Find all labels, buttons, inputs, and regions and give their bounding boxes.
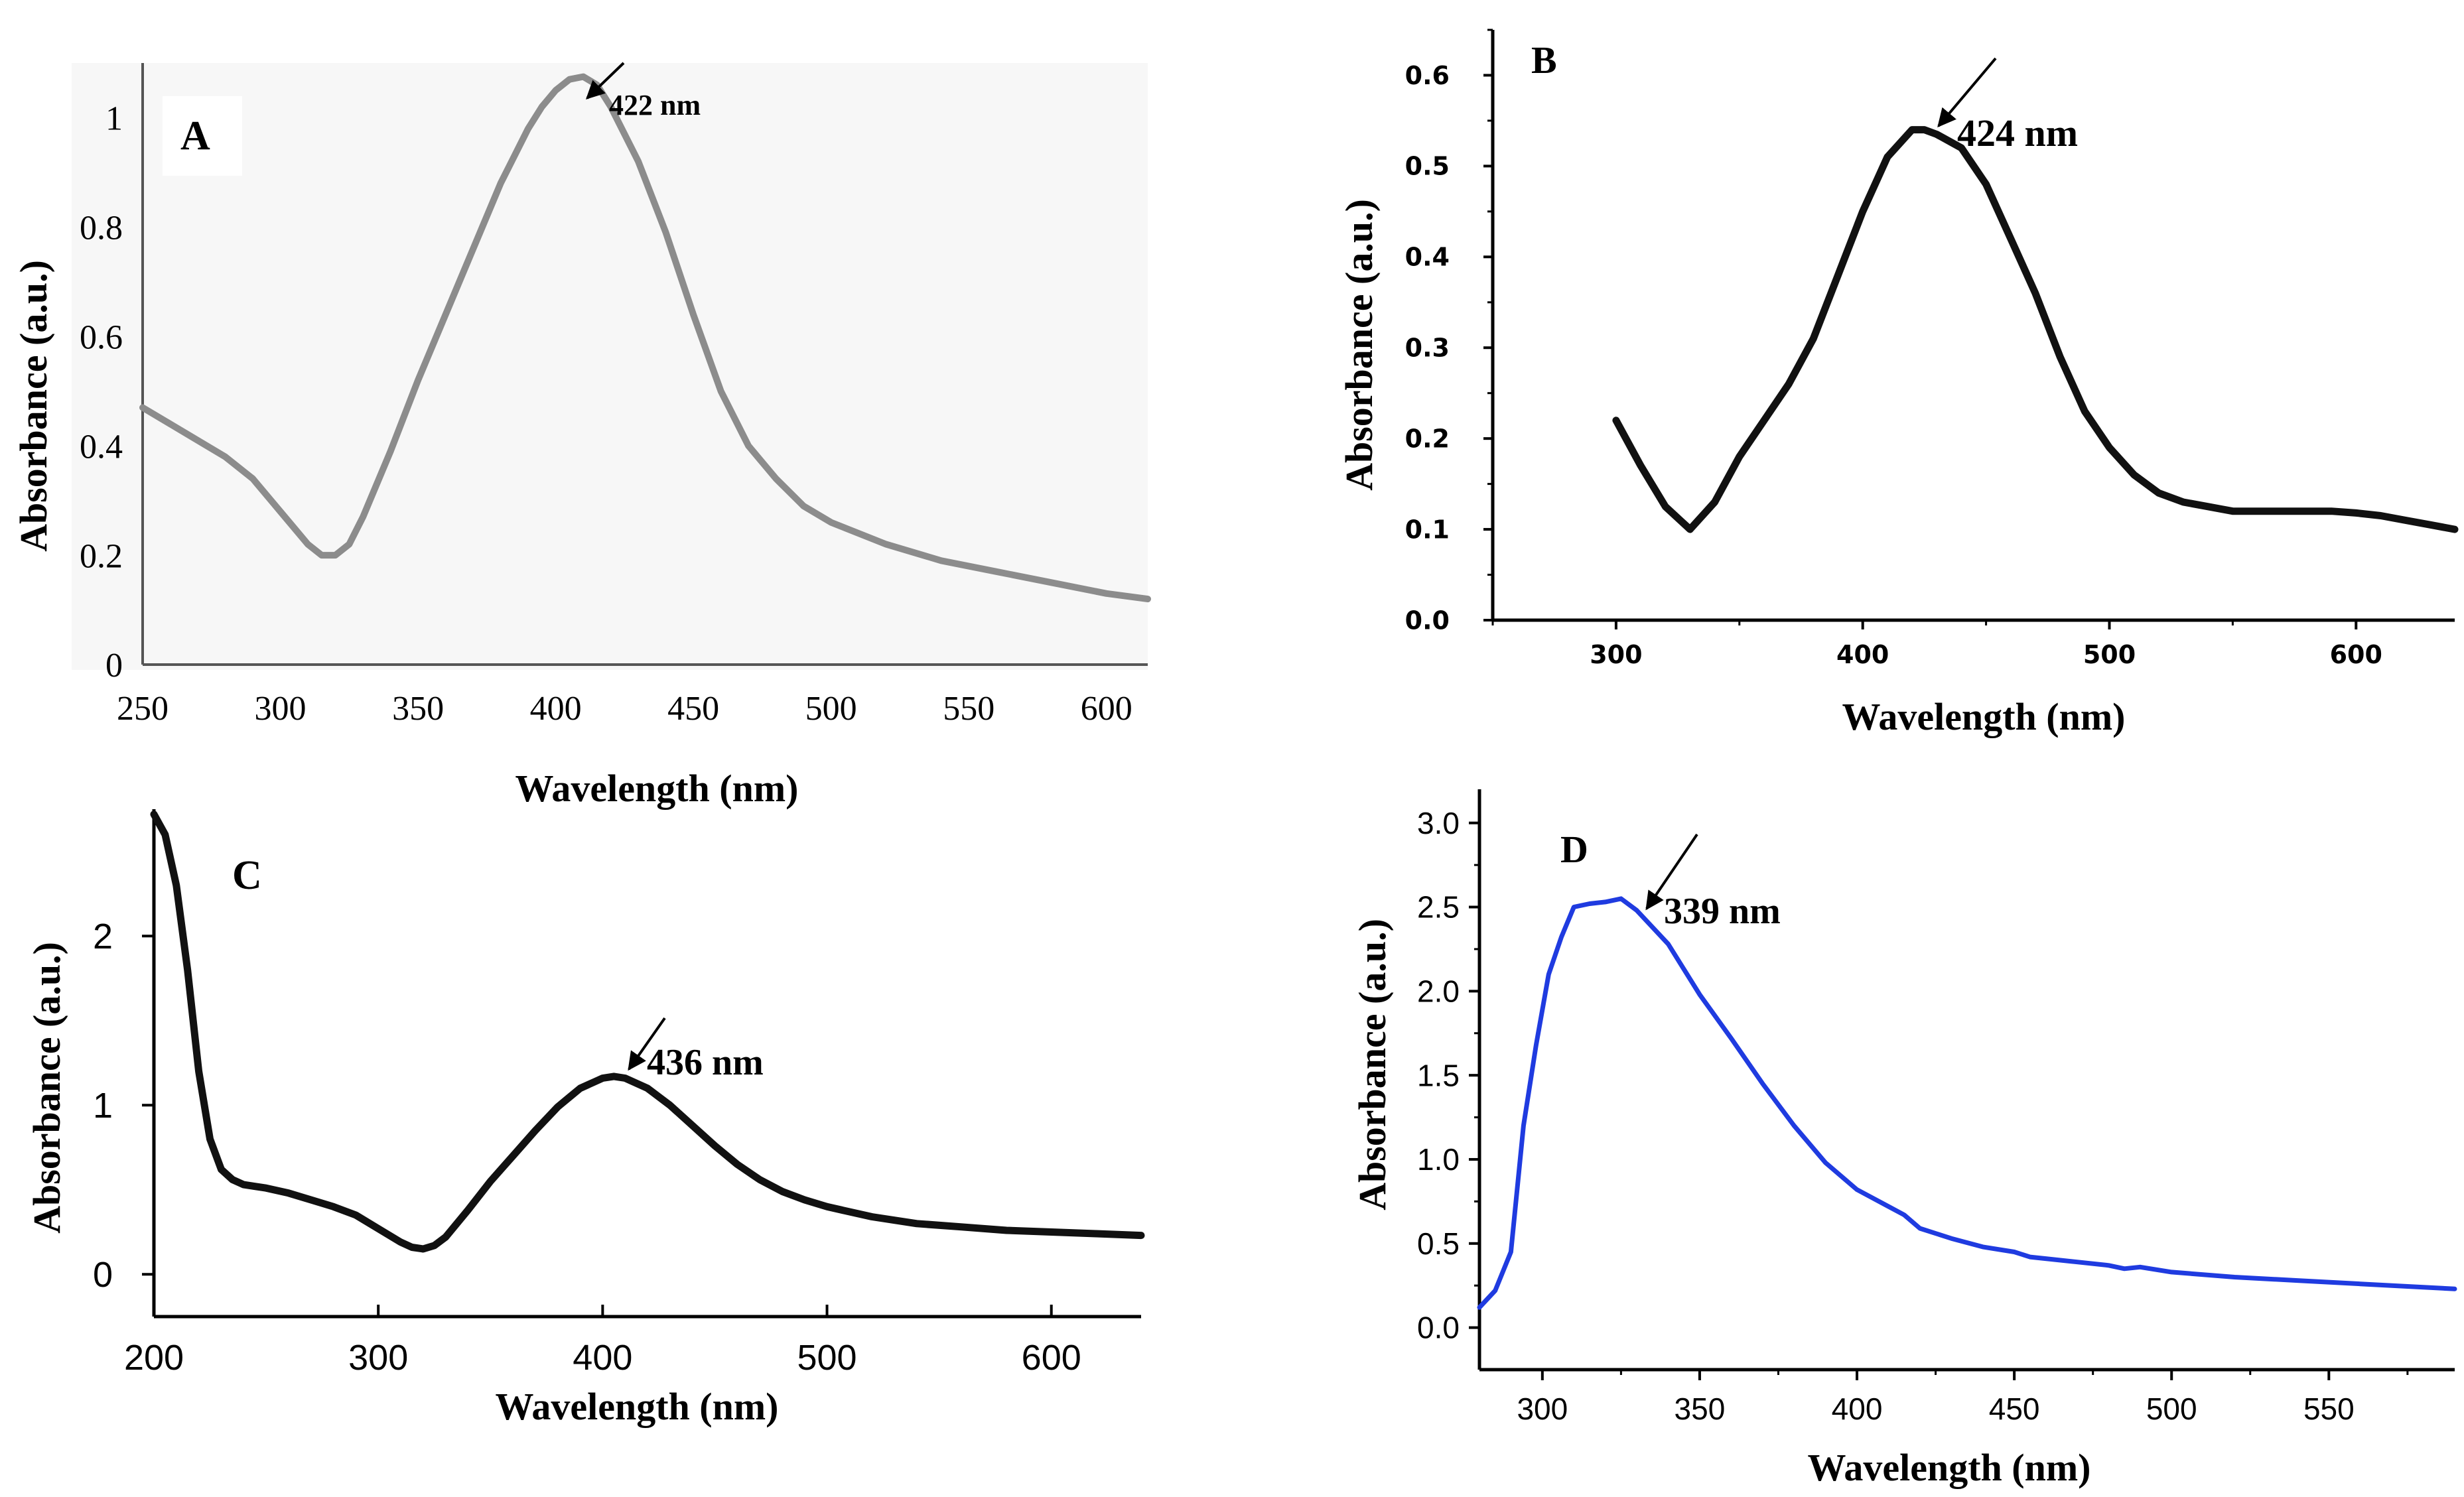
panel-a-x-tick-label: 550: [943, 690, 994, 728]
panel-d-x-tick-label: 300: [1517, 1392, 1568, 1426]
panel-a-xlabel: Wavelength (nm): [515, 767, 799, 810]
panel-b-spectrum-line: [1612, 126, 2459, 533]
panel-b-y-tick-label: 0.6: [1405, 61, 1450, 90]
panel-b-y-tick-label: 0.3: [1405, 334, 1450, 363]
panel-c-axes: 200 300 400 500 600 0 1 2: [93, 809, 1141, 1378]
panel-d-ylabel: Absorbance (a.u.): [1351, 919, 1394, 1210]
panel-a-x-tick-label: 250: [117, 690, 169, 728]
panel-a-y-tick-label: 0: [105, 647, 123, 684]
panel-a-peak-arrow: [585, 62, 625, 99]
panel-c-y-tick-label: 1: [93, 1086, 113, 1126]
panel-b-x-tick-label: 600: [2330, 640, 2382, 669]
panel-c: 200 300 400 500 600 0 1 2 C Wavelength (nm) Abs…: [25, 809, 1145, 1428]
panel-a-label: A: [180, 113, 210, 159]
panel-d-axes: 300 350 400 450 500 550 0.0 0.5 1.0 1.5 2.0 2.5 3.0: [1417, 789, 2455, 1426]
panel-a-y-tick-label: 0.2: [80, 537, 123, 575]
panel-c-peak-arrow: [628, 1017, 666, 1071]
panel-d-y-tick-label: 2.0: [1417, 974, 1460, 1008]
panel-c-label: C: [232, 853, 262, 898]
panel-d-xlabel: Wavelength (nm): [1808, 1446, 2091, 1489]
panel-d: 300 350 400 450 500 5500.00.51.01.52.02.53.0 …: [1351, 789, 2457, 1489]
panel-b-xlabel: Wavelength (nm): [1842, 695, 2126, 738]
panel-d-y-tick-label: 0.5: [1417, 1226, 1460, 1261]
panel-b-y-tick-label: 0.4: [1405, 243, 1450, 272]
panel-a-x-tick-label: 600: [1081, 690, 1132, 728]
panel-d-x-tick-label: 550: [2303, 1392, 2355, 1426]
panel-b-x-tick-label: 500: [2083, 640, 2136, 669]
panel-c-y-tick-label: 0: [93, 1255, 113, 1295]
panel-d-y-tick-label: 2.5: [1417, 890, 1460, 925]
panel-c-x-tick-label: 200: [124, 1338, 184, 1378]
panel-d-x-tick-label: 350: [1675, 1392, 1726, 1426]
panel-a-y-tick-label: 1: [105, 100, 123, 138]
panel-a-x-tick-label: 500: [805, 690, 857, 728]
panel-a-peak-label: 422 nm: [609, 89, 701, 121]
panel-a-y-tick-label: 0.8: [80, 210, 123, 247]
panel-d-y-tick-label: 0.0: [1417, 1311, 1460, 1345]
panel-c-y-tick-label: 2: [93, 917, 113, 956]
panel-d-peak-label: 339 nm: [1664, 891, 1781, 932]
panel-c-x-tick-label: 300: [348, 1338, 408, 1378]
panel-c-xlabel: Wavelength (nm): [496, 1385, 779, 1428]
panel-b-x-tick-label: 300: [1590, 640, 1642, 669]
panel-c-x-tick-label: 500: [797, 1338, 856, 1378]
panel-d-y-tick-label: 1.5: [1417, 1058, 1460, 1092]
panel-b-y-tick-label: 0.1: [1405, 515, 1450, 544]
panel-b-ylabel: Absorbance (a.u.): [1337, 199, 1381, 491]
panel-b-y-tick-label: 0.0: [1405, 606, 1450, 635]
panel-d-label: D: [1560, 828, 1588, 871]
panel-a-x-tick-label: 300: [255, 690, 307, 728]
panel-a-y-tick-label: 0.6: [80, 318, 123, 356]
panel-c-x-tick-label: 400: [573, 1338, 632, 1378]
panel-b-y-tick-label: 0.5: [1405, 152, 1450, 181]
panel-c-spectrum-line: [150, 811, 1145, 1253]
panel-c-peak-label: 436 nm: [647, 1042, 764, 1083]
panel-c-x-tick-label: 600: [1022, 1338, 1081, 1378]
panel-d-peak-arrow: [1645, 833, 1698, 911]
panel-b-label: B: [1531, 38, 1557, 82]
panel-a: 250 300 350 400 450 500 550 600 0 0.2 0.4 0.6 0.8 1 A…: [12, 62, 1151, 810]
panel-a-x-tick-label: 450: [667, 690, 719, 728]
panel-b-axes: 300 400 500 600 0.0 0.1 0.2 0.3 0.4 0.5 0.6: [1405, 29, 2455, 669]
panel-b-peak-arrow: [1937, 57, 1997, 128]
panel-a-x-tick-label: 350: [392, 690, 444, 728]
panel-d-spectrum-line: [1477, 896, 2457, 1310]
panel-b-x-tick-label: 400: [1836, 640, 1889, 669]
panel-b-y-tick-label: 0.2: [1405, 424, 1450, 453]
panel-d-x-tick-label: 450: [1989, 1392, 2040, 1426]
panel-d-x-tick-label: 500: [2146, 1392, 2197, 1426]
panel-d-x-tick-label: 400: [1832, 1392, 1883, 1426]
panel-a-y-tick-label: 0.4: [80, 428, 123, 466]
panel-c-ylabel: Absorbance (a.u.): [25, 942, 68, 1234]
panel-a-x-tick-label: 400: [530, 690, 582, 728]
panel-a-spectrum-line: [139, 73, 1151, 603]
panel-b-peak-label: 424 nm: [1957, 111, 2078, 155]
panel-d-y-tick-label: 3.0: [1417, 806, 1460, 840]
panel-a-ylabel: Absorbance (a.u.): [12, 260, 55, 552]
panel-b: 300 400 500 600 0.0 0.1 0.2 0.3 0.4 0.5 0.6 B Wave…: [1337, 29, 2459, 738]
panel-a-axes: 250 300 350 400 450 500 550 600 0 0.2 0.4 0.6 0.8 1: [80, 63, 1148, 728]
panel-a-label-box: [163, 96, 242, 176]
panel-d-y-tick-label: 1.0: [1417, 1142, 1460, 1177]
